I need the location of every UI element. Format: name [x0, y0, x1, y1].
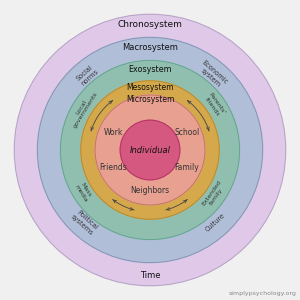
Text: Culture: Culture [204, 212, 226, 233]
Circle shape [120, 120, 180, 180]
Text: Mesosystem: Mesosystem [126, 83, 174, 92]
Text: Political
systems: Political systems [70, 208, 99, 237]
Text: Mass
media: Mass media [74, 180, 93, 203]
Text: Family: Family [175, 163, 199, 172]
Text: Individual: Individual [130, 146, 170, 154]
Text: Extended
family: Extended family [201, 180, 227, 210]
Text: Parents'
friends: Parents' friends [202, 92, 226, 118]
Text: Friends: Friends [99, 163, 127, 172]
Text: Macrosystem: Macrosystem [122, 43, 178, 52]
Circle shape [14, 14, 286, 286]
Text: Neighbors: Neighbors [130, 185, 170, 194]
Text: Economic
system: Economic system [196, 59, 229, 91]
Text: Local
governments: Local governments [68, 88, 99, 129]
Circle shape [37, 37, 263, 263]
Text: simplypsychology.org: simplypsychology.org [228, 291, 296, 296]
Circle shape [81, 81, 219, 219]
Circle shape [60, 60, 240, 240]
Text: Exosystem: Exosystem [128, 65, 172, 74]
Circle shape [95, 95, 205, 205]
Text: Social
norms: Social norms [75, 63, 99, 87]
Text: Time: Time [140, 271, 160, 280]
Text: Chronosystem: Chronosystem [118, 20, 182, 29]
Text: School: School [174, 128, 200, 137]
Text: Microsystem: Microsystem [126, 95, 174, 104]
Text: Work: Work [103, 128, 123, 137]
